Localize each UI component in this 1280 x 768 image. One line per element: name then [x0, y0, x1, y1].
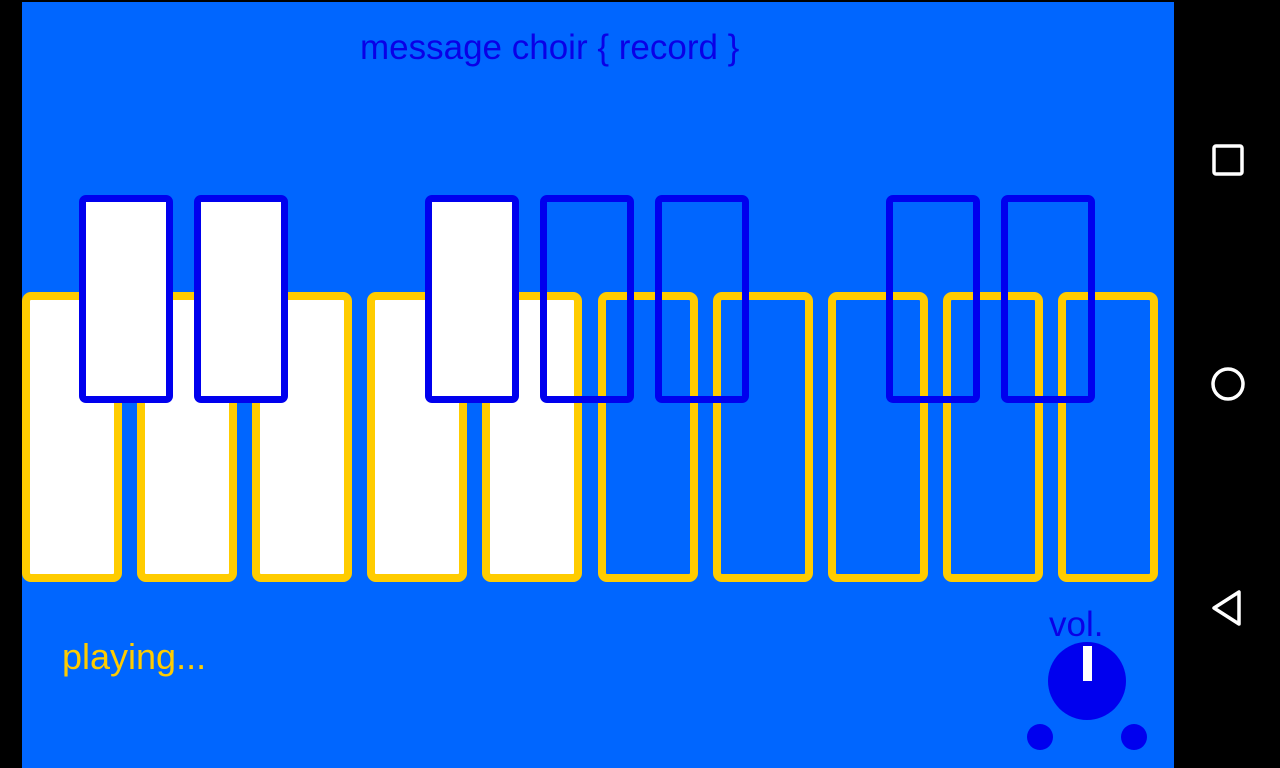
home-button[interactable] [1202, 358, 1254, 410]
volume-knob-pointer [1083, 646, 1092, 681]
white-key-8[interactable] [828, 292, 928, 582]
volume-label: vol. [1049, 605, 1104, 644]
black-key-3[interactable] [425, 195, 519, 403]
black-key-2[interactable] [194, 195, 288, 403]
square-icon [1212, 144, 1244, 176]
app-screen: message choir { record } playing... vol. [22, 2, 1174, 768]
android-navigation-bar [1174, 0, 1280, 768]
circle-icon [1211, 367, 1245, 401]
volume-max-dot [1121, 724, 1147, 750]
volume-knob[interactable] [1048, 642, 1126, 720]
black-key-1[interactable] [79, 195, 173, 403]
white-key-6[interactable] [598, 292, 698, 582]
black-key-7[interactable] [1001, 195, 1095, 403]
playback-status: playing... [62, 636, 207, 677]
volume-min-dot [1027, 724, 1053, 750]
black-key-5[interactable] [655, 195, 749, 403]
white-key-9[interactable] [943, 292, 1043, 582]
recent-apps-button[interactable] [1202, 134, 1254, 186]
white-key-10[interactable] [1058, 292, 1158, 582]
app-title: message choir { record } [360, 28, 740, 67]
black-key-6[interactable] [886, 195, 980, 403]
back-button[interactable] [1202, 582, 1254, 634]
back-triangle-icon [1212, 590, 1241, 626]
black-key-4[interactable] [540, 195, 634, 403]
white-key-7[interactable] [713, 292, 813, 582]
